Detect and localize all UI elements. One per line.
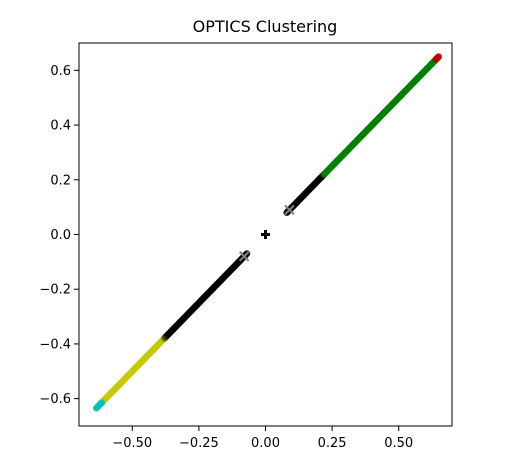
data-point bbox=[182, 313, 189, 320]
data-point bbox=[175, 320, 182, 328]
chart-title: OPTICS Clustering bbox=[193, 17, 338, 36]
data-point bbox=[171, 324, 178, 332]
data-point bbox=[168, 327, 175, 335]
y-tick-label: 0.4 bbox=[50, 119, 71, 134]
x-tick-label: −0.25 bbox=[179, 436, 219, 451]
data-point bbox=[176, 319, 183, 327]
x-tick-label: 0.50 bbox=[384, 436, 413, 451]
data-point bbox=[173, 322, 180, 330]
data-point bbox=[165, 331, 172, 338]
data-point bbox=[179, 316, 186, 323]
plus-marker bbox=[261, 230, 270, 239]
y-tick-label: −0.4 bbox=[39, 337, 71, 352]
series-2 bbox=[432, 53, 443, 63]
data-point bbox=[160, 335, 168, 342]
data-point bbox=[172, 323, 179, 331]
data-point bbox=[435, 53, 443, 61]
data-point bbox=[177, 318, 184, 325]
data-point bbox=[169, 326, 176, 334]
series-1 bbox=[320, 54, 441, 178]
data-point bbox=[166, 330, 173, 337]
x-marker bbox=[238, 251, 250, 262]
data-point bbox=[161, 335, 168, 342]
data-point bbox=[178, 317, 185, 324]
x-tick-label: −0.50 bbox=[112, 436, 152, 451]
data-point bbox=[167, 329, 174, 336]
y-tick-label: 0.0 bbox=[50, 228, 71, 243]
data-point bbox=[181, 314, 188, 321]
data-point bbox=[170, 325, 177, 333]
x-axis: −0.50 −0.25 0.00 0.25 0.50 bbox=[112, 426, 413, 451]
data-point bbox=[174, 321, 181, 329]
data-point bbox=[163, 333, 170, 340]
y-axis: −0.6 −0.4 −0.2 0.0 0.2 0.4 0.6 bbox=[39, 64, 79, 407]
x-tick-label: 0.25 bbox=[318, 436, 347, 451]
data-point bbox=[180, 315, 187, 322]
data-point bbox=[98, 399, 106, 407]
x-tick-label: 0.00 bbox=[251, 436, 280, 451]
data-point bbox=[164, 332, 171, 339]
x-marker bbox=[284, 204, 295, 216]
series-4 bbox=[96, 335, 168, 408]
series-6 bbox=[161, 313, 189, 342]
y-tick-label: 0.6 bbox=[50, 64, 71, 79]
plot-area bbox=[92, 53, 443, 412]
y-tick-label: −0.2 bbox=[39, 283, 71, 298]
y-tick-label: 0.2 bbox=[50, 173, 71, 188]
y-tick-label: −0.6 bbox=[39, 392, 71, 407]
series-5 bbox=[92, 399, 106, 412]
axes-frame bbox=[78, 42, 453, 427]
data-point bbox=[162, 334, 169, 341]
